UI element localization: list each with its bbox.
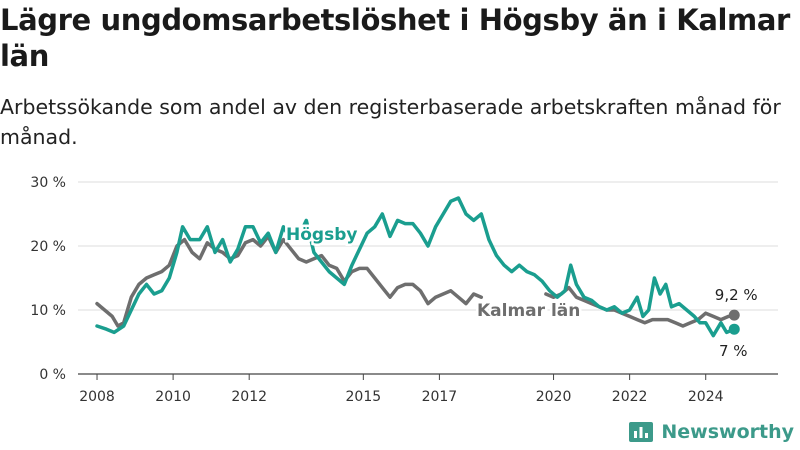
x-tick-label: 2017 [422,389,458,405]
x-tick-label: 2010 [155,389,191,405]
x-tick-label: 2020 [536,389,572,405]
x-tick-label: 2008 [79,389,115,405]
newsworthy-logo-icon [629,422,654,442]
series-line-hogsby [95,196,736,338]
chart-title: Lägre ungdomsarbetslöshet i Högsby än i … [0,3,790,73]
series-label-kalmar: Kalmar län [477,301,580,321]
end-value-label-hogsby: 7 % [719,342,748,360]
y-tick-label: 30 % [30,175,66,191]
brand-logo[interactable]: Newsworthy [629,420,794,444]
x-tick-label: 2015 [346,389,382,405]
series-line-kalmar [95,234,484,328]
end-value-label-kalmar: 9,2 % [715,286,758,304]
series-endpoint-kalmar [728,309,740,321]
y-tick-label: 20 % [30,239,66,255]
brand-name: Newsworthy [661,421,794,443]
series-endpoint-hogsby [728,323,740,335]
chart-subtitle: Arbetssökande som andel av den registerb… [0,95,781,149]
x-tick-label: 2024 [688,389,724,405]
x-tick-label: 2012 [231,389,267,405]
series-line-kalmar [544,285,736,328]
x-tick-label: 2022 [612,389,648,405]
y-tick-label: 10 % [30,303,66,319]
y-tick-label: 0 % [39,367,66,383]
series-label-hogsby: Högsby [286,225,357,245]
